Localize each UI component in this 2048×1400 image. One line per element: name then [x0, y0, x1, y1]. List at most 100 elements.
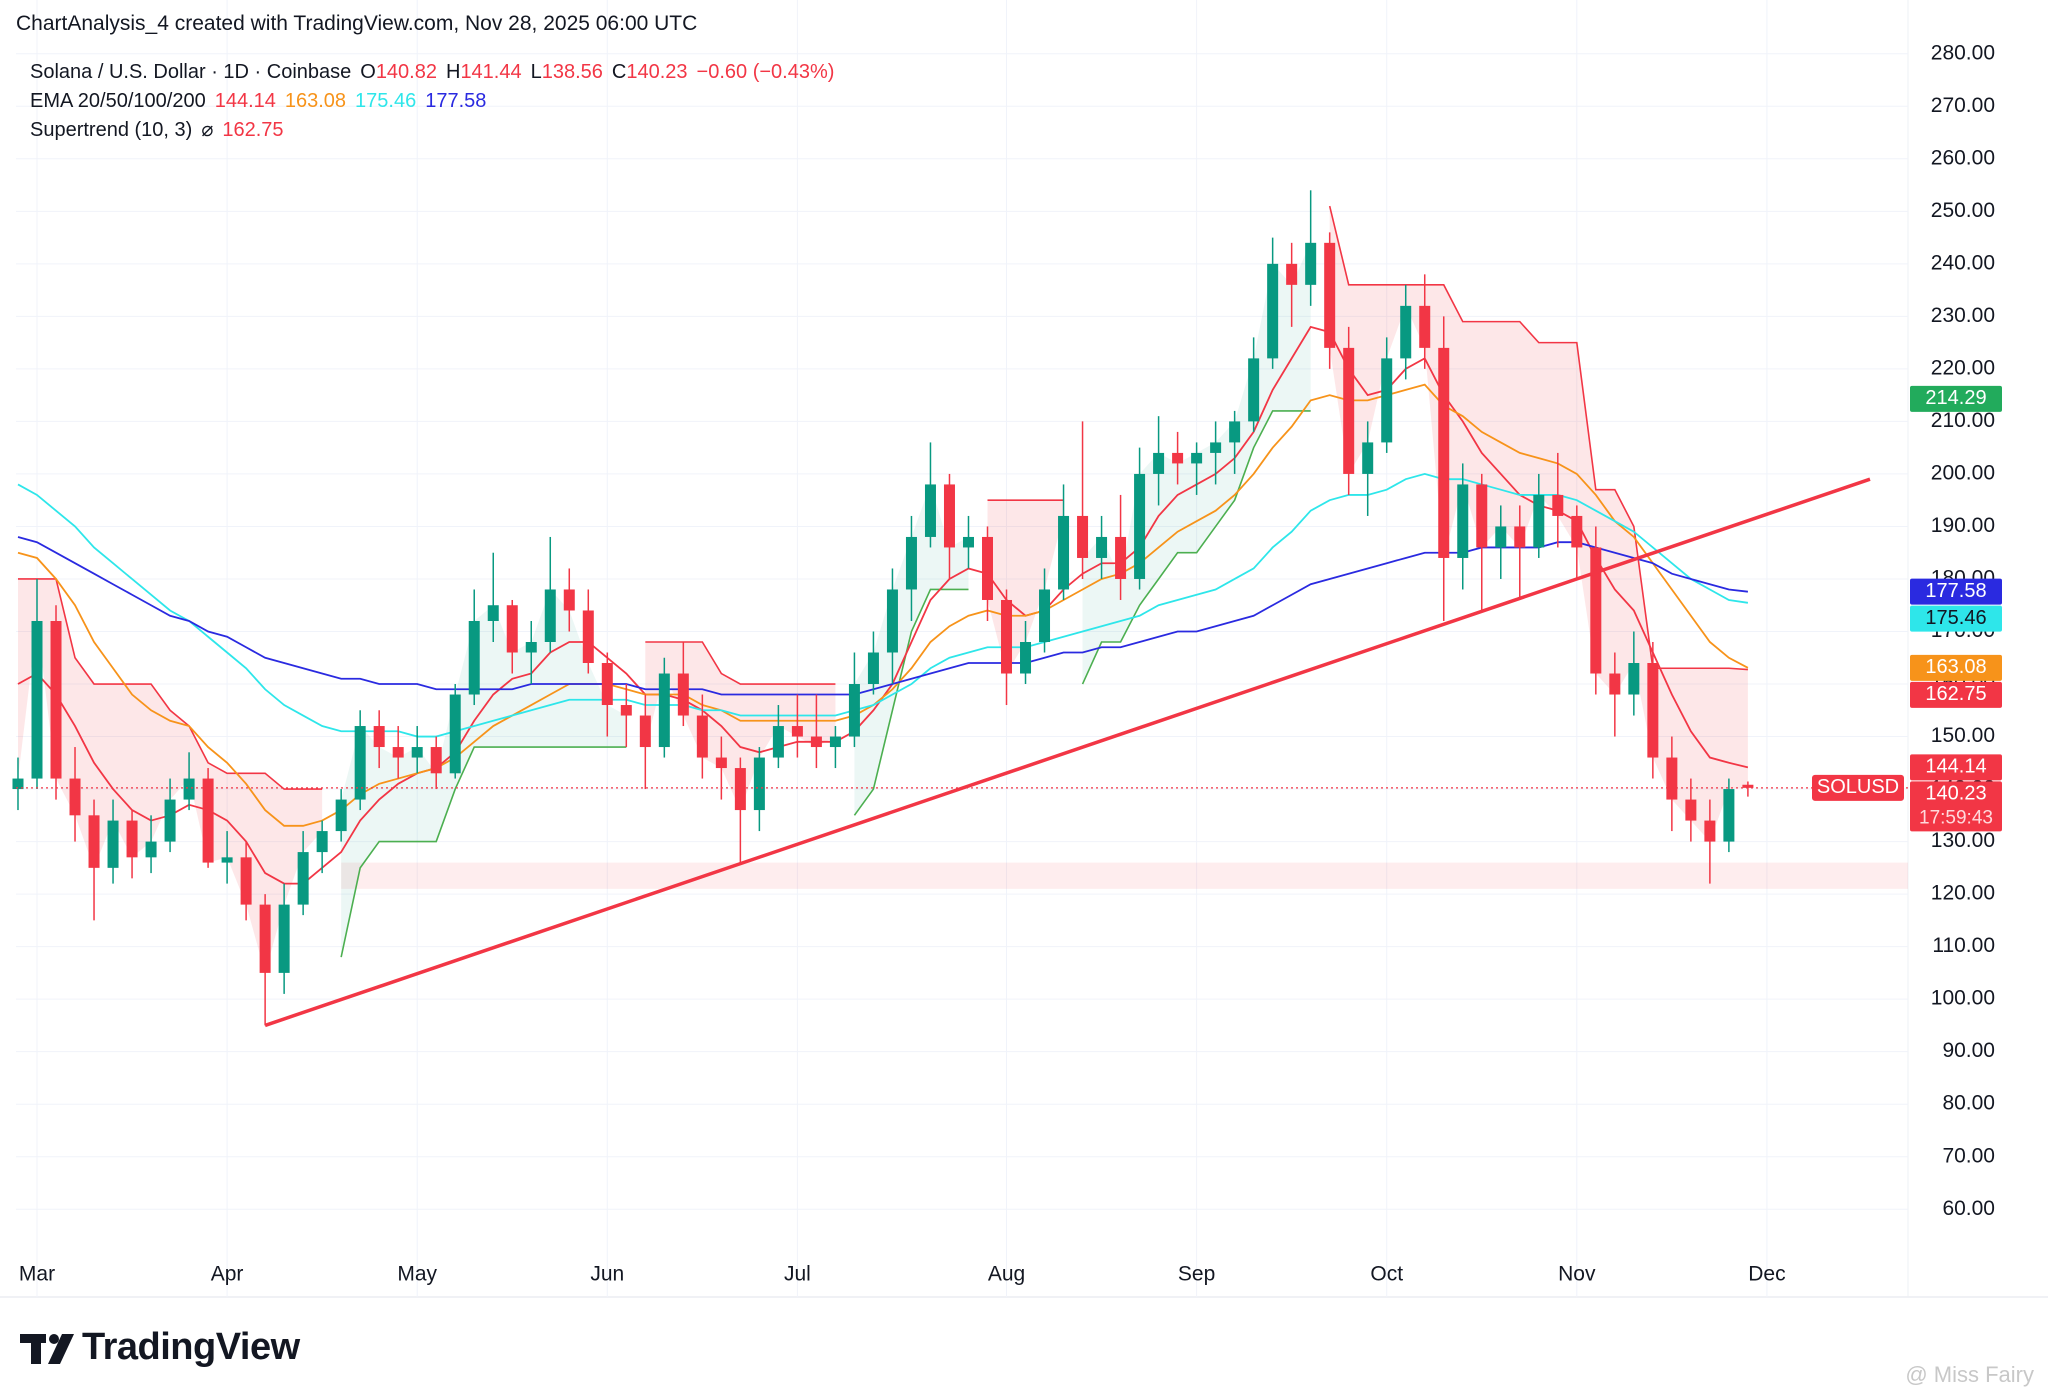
y-tick-label: 60.00: [1942, 1197, 1995, 1220]
legend-text: ⌀: [201, 119, 214, 141]
candle-body: [1210, 442, 1222, 453]
candle-body: [829, 736, 841, 748]
supertrend-fill: [341, 589, 627, 958]
price-badge-label: 144.14: [1925, 756, 1986, 778]
candle-body: [1039, 589, 1051, 642]
candle-body: [962, 536, 974, 548]
candle-body: [468, 620, 480, 695]
candle-body: [1001, 599, 1013, 674]
price-badge-label: 177.58: [1925, 580, 1986, 602]
ema-line: [17, 383, 1749, 827]
price-badge-label: 140.23: [1925, 783, 1986, 805]
candle-body: [449, 694, 461, 774]
candle-body: [772, 726, 784, 758]
countdown: 17:59:43: [1919, 807, 1993, 828]
candle-body: [1742, 784, 1754, 788]
candle-body: [1381, 358, 1393, 443]
candle-body: [1229, 421, 1241, 443]
price-badge: [1910, 385, 2002, 412]
y-tick-label: 210.00: [1931, 409, 1995, 432]
candle-body: [696, 715, 708, 758]
candle-body: [1400, 305, 1412, 359]
price-badge: [1910, 754, 2002, 781]
candle-body: [1571, 515, 1583, 548]
legend-text: 140.23: [626, 61, 688, 83]
candle-body: [1153, 452, 1165, 474]
candle-body: [183, 778, 195, 800]
candle-body: [1552, 494, 1564, 516]
candle-body: [1096, 536, 1108, 558]
x-tick-label: Dec: [1748, 1263, 1785, 1286]
candle-body: [734, 768, 746, 811]
ticker-label: SOLUSD: [1817, 776, 1899, 798]
candle-body: [50, 620, 62, 779]
candle-body: [1115, 536, 1127, 579]
x-tick-label: Jun: [590, 1263, 624, 1286]
candle-body: [620, 705, 632, 716]
candle-body: [677, 673, 689, 716]
y-tick-label: 130.00: [1931, 829, 1995, 852]
candle-body: [1533, 494, 1545, 548]
y-tick-label: 100.00: [1931, 987, 1995, 1010]
legend-text: 141.44: [460, 61, 522, 83]
x-tick-label: Aug: [988, 1263, 1025, 1286]
legend-text: 140.82: [375, 61, 437, 83]
candle-body: [69, 778, 81, 816]
candle-body: [1248, 358, 1260, 422]
candle-body: [601, 663, 613, 706]
price-badge-label: 214.29: [1925, 387, 1986, 409]
candle-body: [1020, 642, 1032, 674]
candle-body: [316, 831, 328, 853]
ema-line: [17, 472, 1749, 738]
candle-body: [563, 589, 575, 611]
candle-body: [544, 589, 556, 642]
candle-body: [848, 684, 860, 737]
supertrend-fill: [1329, 206, 1748, 842]
candle-body: [715, 757, 727, 769]
candle-body: [88, 815, 100, 868]
candle-body: [31, 620, 43, 779]
candle-body: [1324, 242, 1336, 348]
candle-body: [1267, 263, 1279, 359]
candle-body: [430, 747, 442, 774]
y-tick-label: 240.00: [1931, 251, 1995, 274]
candle-body: [107, 820, 119, 868]
y-tick-label: 200.00: [1931, 461, 1995, 484]
watermark: @ Miss Fairy: [1905, 1362, 2034, 1387]
candle-body: [1134, 473, 1146, 579]
legend: Solana / U.S. Dollar · 1D · Coinbase O140…: [30, 58, 843, 145]
ticker-badge: [1812, 774, 1904, 801]
candle-body: [126, 820, 138, 858]
candle-body: [1685, 799, 1697, 821]
candle-body: [1343, 347, 1355, 474]
candle-body: [259, 904, 271, 973]
candle-body: [373, 726, 385, 748]
y-tick-label: 280.00: [1931, 41, 1995, 64]
brand: TradingView: [82, 1326, 300, 1368]
support-zone: [341, 862, 1908, 889]
candle-body: [943, 484, 955, 548]
x-tick-label: Sep: [1178, 1263, 1215, 1286]
price-badge: [1910, 605, 2002, 632]
legend-text: −0.60 (−0.43%): [696, 61, 835, 83]
price-badge-label: 175.46: [1925, 607, 1986, 629]
candle-body: [506, 605, 518, 653]
candle-body: [982, 536, 993, 600]
y-tick-label: 230.00: [1931, 304, 1995, 327]
candle-body: [924, 484, 936, 537]
legend-text: 175.46: [355, 90, 417, 112]
legend-text: L: [530, 61, 542, 83]
y-tick-label: 90.00: [1942, 1039, 1995, 1062]
x-tick-label: May: [397, 1263, 437, 1286]
y-tick-label: 120.00: [1931, 882, 1995, 905]
candle-body: [886, 589, 898, 653]
x-tick-label: Apr: [211, 1263, 244, 1286]
supertrend-up: [340, 410, 1311, 958]
candle-body: [791, 726, 803, 737]
candle-body: [1666, 757, 1678, 800]
candle-body: [1723, 789, 1735, 842]
x-tick-label: Jul: [784, 1263, 811, 1286]
candle-body: [335, 799, 347, 832]
candle-body: [1172, 452, 1184, 464]
